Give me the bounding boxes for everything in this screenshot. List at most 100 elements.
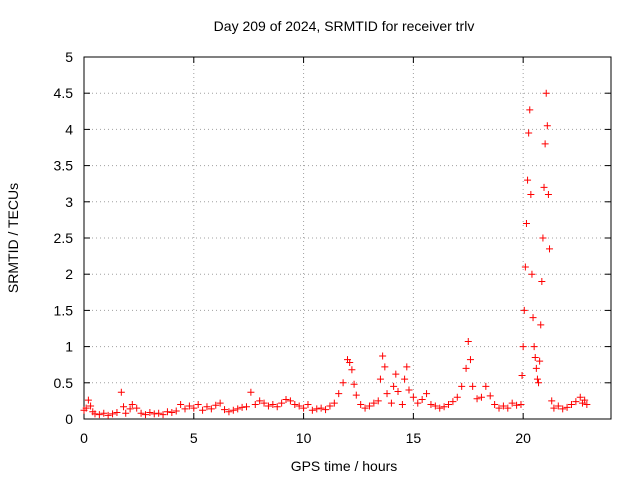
data-point <box>576 393 584 401</box>
data-point <box>392 370 400 378</box>
data-point <box>286 397 294 405</box>
data-point <box>113 408 121 416</box>
y-tick-label: 4.5 <box>54 85 74 101</box>
data-point <box>128 401 136 409</box>
data-point <box>84 396 92 404</box>
data-point <box>529 314 537 322</box>
data-point <box>207 405 215 413</box>
data-point <box>445 401 453 409</box>
data-point <box>212 401 220 409</box>
y-tick-label: 5 <box>65 49 73 65</box>
data-point <box>109 410 117 418</box>
data-point <box>499 402 507 410</box>
data-point <box>346 359 354 367</box>
data-point <box>350 380 358 388</box>
data-point <box>464 338 472 346</box>
data-point <box>394 387 402 395</box>
y-tick-label: 0 <box>65 411 73 427</box>
data-point <box>313 405 321 413</box>
data-point <box>473 395 481 403</box>
data-point <box>82 404 90 412</box>
data-point <box>163 408 171 416</box>
data-point <box>87 402 95 410</box>
data-point <box>567 401 575 409</box>
data-point <box>225 408 233 416</box>
x-axis-label: GPS time / hours <box>291 458 398 474</box>
data-point <box>238 403 246 411</box>
plot-frame <box>83 56 612 420</box>
y-tick-label: 3 <box>65 194 73 210</box>
data-point <box>495 404 503 412</box>
data-point <box>530 343 538 351</box>
data-point <box>374 397 382 405</box>
data-point <box>440 403 448 411</box>
grid <box>84 57 611 419</box>
data-point <box>537 321 545 329</box>
data-point <box>542 89 550 97</box>
data-point <box>390 382 398 390</box>
y-tick-label: 2 <box>65 266 73 282</box>
y-axis-label: SRMTID / TECUs <box>5 183 21 293</box>
data-point <box>95 411 103 419</box>
data-point <box>177 401 185 409</box>
axis-tick-labels: 0 0.5 1 1.5 2 2.5 3 3.5 4 4.5 5 0 5 10 15 20 <box>54 49 532 446</box>
y-tick-label: 4 <box>65 121 73 137</box>
data-point <box>403 363 411 371</box>
data-point <box>150 410 158 418</box>
data-point <box>317 404 325 412</box>
data-point <box>550 404 558 412</box>
data-point <box>120 403 128 411</box>
data-point <box>383 390 391 398</box>
data-point <box>423 390 431 398</box>
data-point <box>535 379 543 387</box>
data-point <box>513 401 521 409</box>
data-point <box>436 404 444 412</box>
data-point <box>519 343 527 351</box>
data-point <box>295 402 303 410</box>
data-point <box>269 401 277 409</box>
data-point <box>572 398 580 406</box>
data-point <box>522 220 530 228</box>
data-point <box>539 234 547 242</box>
data-point <box>504 404 512 412</box>
data-point <box>260 399 268 407</box>
data-point <box>216 399 224 407</box>
chart-title: Day 209 of 2024, SRMTID for receiver trl… <box>214 18 475 34</box>
data-point <box>526 106 534 114</box>
data-point <box>477 393 485 401</box>
data-point <box>141 411 149 419</box>
data-point <box>398 401 406 409</box>
data-point <box>536 357 544 365</box>
data-point <box>229 406 237 414</box>
data-point <box>508 399 516 407</box>
data-point <box>361 404 369 412</box>
data-point <box>322 406 330 414</box>
data-point <box>405 386 413 394</box>
data-point <box>563 403 571 411</box>
data-point <box>104 411 112 419</box>
data-point <box>357 401 365 409</box>
data-point <box>533 375 541 383</box>
data-point <box>282 395 290 403</box>
data-point <box>482 382 490 390</box>
data-point <box>559 405 567 413</box>
data-point <box>453 393 461 401</box>
data-point <box>520 306 528 314</box>
data-point <box>517 401 525 409</box>
data-point <box>100 409 108 417</box>
data-point <box>581 396 589 404</box>
y-tick-label: 1.5 <box>54 302 74 318</box>
x-tick-label: 15 <box>406 430 422 446</box>
data-point <box>543 122 551 130</box>
data-point <box>172 407 180 415</box>
data-point <box>348 366 356 374</box>
data-point <box>146 408 154 416</box>
data-point <box>370 399 378 407</box>
data-point <box>532 364 540 372</box>
data-point <box>304 401 312 409</box>
data-point <box>376 375 384 383</box>
data-point <box>126 405 134 413</box>
x-tick-label: 20 <box>515 430 531 446</box>
data-point <box>365 402 373 410</box>
data-point <box>185 402 193 410</box>
